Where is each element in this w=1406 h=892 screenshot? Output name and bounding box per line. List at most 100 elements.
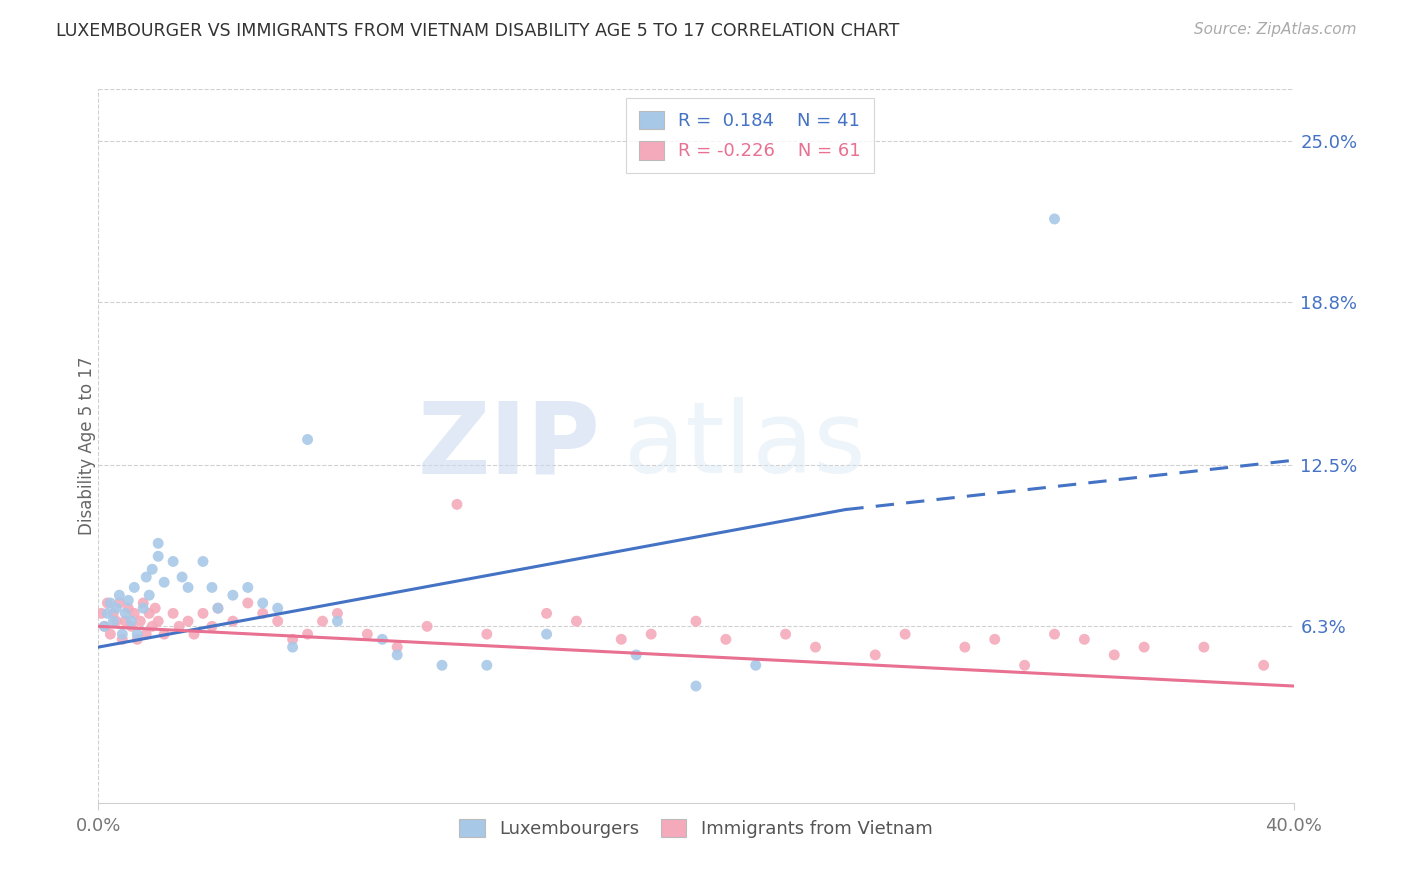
Point — [132, 601, 155, 615]
Text: atlas: atlas — [624, 398, 866, 494]
Point — [475, 658, 498, 673]
Point — [105, 601, 128, 615]
Point — [446, 497, 468, 511]
Point — [120, 614, 142, 628]
Point — [117, 601, 139, 615]
Point — [162, 554, 184, 568]
Point — [93, 619, 115, 633]
Point — [103, 614, 125, 628]
Point — [148, 536, 170, 550]
Point — [135, 627, 157, 641]
Point — [252, 596, 274, 610]
Point — [536, 627, 558, 641]
Point — [385, 640, 409, 654]
Point — [177, 614, 200, 628]
Point — [201, 581, 224, 595]
Point — [356, 627, 378, 641]
Point — [626, 648, 648, 662]
Point — [894, 627, 917, 641]
Point — [148, 549, 170, 564]
Point — [201, 619, 224, 633]
Point — [183, 627, 205, 641]
Point — [640, 627, 662, 641]
Legend: Luxembourgers, Immigrants from Vietnam: Luxembourgers, Immigrants from Vietnam — [450, 810, 942, 847]
Point — [191, 554, 214, 568]
Point — [222, 614, 245, 628]
Point — [865, 648, 887, 662]
Point — [745, 658, 768, 673]
Point — [111, 627, 134, 641]
Point — [162, 607, 184, 621]
Point — [98, 627, 122, 641]
Point — [124, 581, 146, 595]
Point — [207, 601, 229, 615]
Point — [281, 640, 304, 654]
Point — [108, 588, 131, 602]
Point — [153, 575, 176, 590]
Point — [129, 614, 152, 628]
Point — [135, 570, 157, 584]
Point — [93, 619, 115, 633]
Point — [236, 596, 259, 610]
Point — [120, 619, 142, 633]
Point — [148, 614, 170, 628]
Point — [371, 632, 394, 647]
Point — [177, 581, 200, 595]
Point — [105, 614, 128, 628]
Point — [98, 596, 122, 610]
Point — [90, 607, 112, 621]
Point — [127, 632, 149, 647]
Point — [430, 658, 453, 673]
Point — [1014, 658, 1036, 673]
Point — [984, 632, 1007, 647]
Point — [1253, 658, 1275, 673]
Point — [326, 607, 349, 621]
Point — [804, 640, 827, 654]
Point — [565, 614, 588, 628]
Point — [311, 614, 333, 628]
Point — [138, 607, 160, 621]
Point — [610, 632, 633, 647]
Point — [167, 619, 190, 633]
Point — [108, 596, 131, 610]
Point — [1192, 640, 1215, 654]
Point — [1073, 632, 1095, 647]
Point — [1104, 648, 1126, 662]
Point — [267, 601, 290, 615]
Point — [191, 607, 214, 621]
Point — [252, 607, 274, 621]
Text: Source: ZipAtlas.com: Source: ZipAtlas.com — [1194, 22, 1357, 37]
Text: ZIP: ZIP — [418, 398, 600, 494]
Point — [96, 596, 118, 610]
Point — [416, 619, 439, 633]
Point — [96, 607, 118, 621]
Point — [1043, 627, 1066, 641]
Point — [685, 614, 707, 628]
Point — [953, 640, 976, 654]
Text: LUXEMBOURGER VS IMMIGRANTS FROM VIETNAM DISABILITY AGE 5 TO 17 CORRELATION CHART: LUXEMBOURGER VS IMMIGRANTS FROM VIETNAM … — [56, 22, 900, 40]
Point — [172, 570, 194, 584]
Point — [111, 632, 134, 647]
Y-axis label: Disability Age 5 to 17: Disability Age 5 to 17 — [79, 357, 96, 535]
Point — [385, 648, 409, 662]
Point — [326, 614, 349, 628]
Point — [475, 627, 498, 641]
Point — [1043, 211, 1066, 226]
Point — [132, 596, 155, 610]
Point — [138, 588, 160, 602]
Point — [222, 588, 245, 602]
Point — [127, 627, 149, 641]
Point — [141, 562, 163, 576]
Point — [714, 632, 737, 647]
Point — [297, 627, 319, 641]
Point — [775, 627, 797, 641]
Point — [207, 601, 229, 615]
Point — [297, 433, 319, 447]
Point — [153, 627, 176, 641]
Point — [124, 607, 146, 621]
Point — [103, 607, 125, 621]
Point — [267, 614, 290, 628]
Point — [114, 607, 136, 621]
Point — [281, 632, 304, 647]
Point — [236, 581, 259, 595]
